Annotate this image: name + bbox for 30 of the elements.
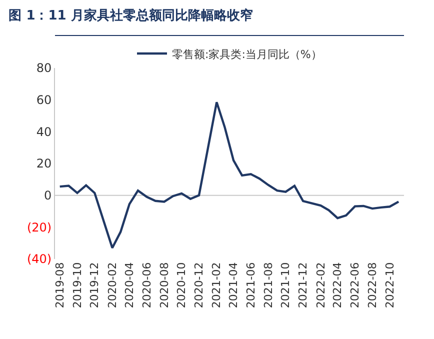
x-tick-label: 2020-06 (140, 262, 154, 308)
x-tick-label: 2022-10 (383, 262, 396, 308)
x-tick-label: 2019-08 (53, 262, 66, 308)
x-tick-label: 2021-04 (227, 262, 240, 308)
x-tick-label: 2019-12 (88, 262, 102, 308)
x-tick-label: 2021-12 (296, 262, 310, 308)
x-tick-label: 2020-02 (106, 262, 119, 308)
y-tick-label: 0 (44, 188, 52, 203)
x-tick-label: 2019-10 (70, 262, 84, 308)
x-tick-label: 2021-08 (262, 262, 275, 308)
chart-title: 图 1：11 月家具社零总额同比降幅略收窄 (8, 7, 253, 24)
y-tick-label: 20 (36, 156, 52, 171)
x-tick-label: 2021-06 (244, 262, 258, 308)
y-tick-label: 60 (36, 93, 52, 108)
x-tick-label: 2020-12 (192, 262, 206, 308)
y-tick-label: (20) (26, 220, 52, 234)
x-tick-label: 2021-02 (210, 262, 224, 308)
x-tick-label: 2022-06 (348, 262, 362, 308)
x-tick-label: 2020-10 (175, 262, 188, 308)
x-tick-label: 2022-04 (331, 262, 344, 308)
legend-label: 零售额:家具类:当月同比（%） (172, 48, 322, 61)
x-tick-label: 2020-08 (158, 262, 171, 308)
y-tick-label: 40 (36, 124, 52, 139)
x-tick-label: 2021-10 (279, 262, 292, 308)
line-series (58, 101, 400, 249)
y-tick-label: (40) (26, 252, 52, 266)
x-tick-label: 2022-08 (366, 262, 379, 308)
x-tick-label: 2020-04 (122, 262, 136, 308)
x-tick-label: 2022-02 (314, 262, 328, 308)
y-tick-label: 80 (36, 61, 52, 76)
